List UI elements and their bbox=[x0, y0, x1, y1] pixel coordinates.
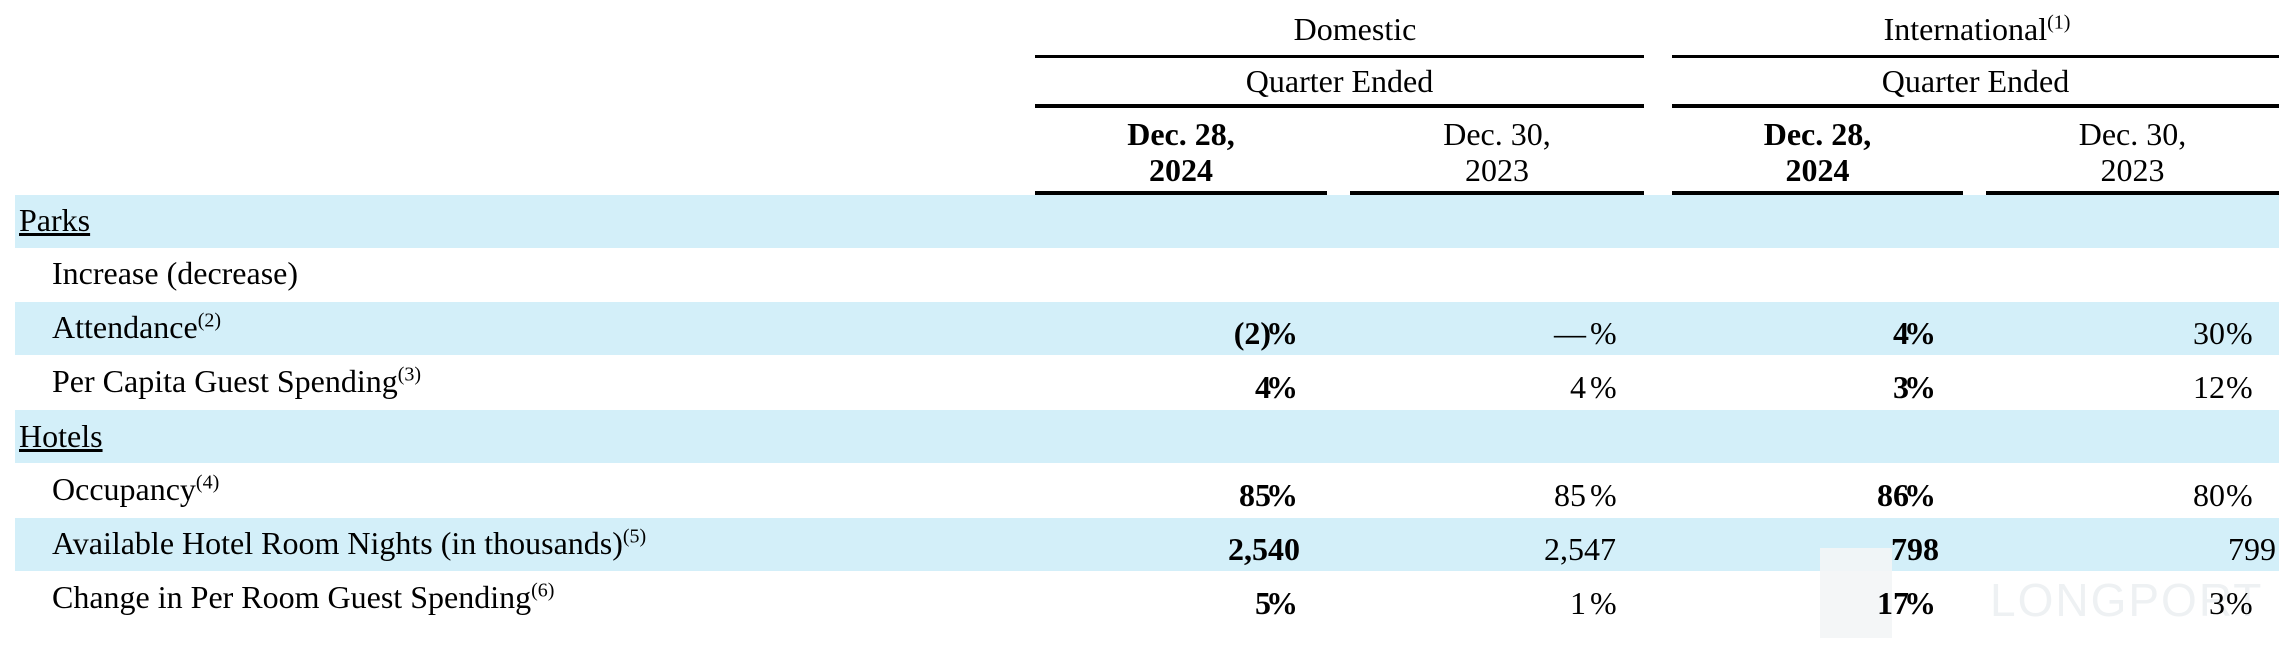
per-capita-intl-2023-pct: % bbox=[2226, 369, 2253, 405]
col2-header-line2: 2023 bbox=[1465, 152, 1529, 188]
per-room-label: Change in Per Room Guest Spending(6) bbox=[52, 577, 554, 617]
col2-rule bbox=[1350, 191, 1644, 196]
occupancy-dom-2023-pct: % bbox=[1590, 477, 1617, 513]
attendance-intl-2024: 4 bbox=[1893, 315, 1909, 351]
attendance-label: Attendance(2) bbox=[52, 307, 221, 347]
per-room-dom-2023: 1 bbox=[1570, 585, 1586, 621]
room-nights-intl-2023: 799 bbox=[2228, 531, 2276, 567]
col1-rule bbox=[1035, 191, 1327, 196]
attendance-dom-2024-pct: % bbox=[1266, 315, 1298, 351]
col3-header-line1: Dec. 28, bbox=[1763, 116, 1872, 152]
per-room-intl-2023-pct: % bbox=[2226, 585, 2253, 621]
domestic-quarter-ended: Quarter Ended bbox=[1245, 63, 1434, 99]
per-capita-label: Per Capita Guest Spending(3) bbox=[52, 361, 421, 401]
watermark-logo bbox=[1820, 548, 1892, 638]
attendance-intl-2023: 30 bbox=[2193, 315, 2225, 351]
international-rule-top bbox=[1672, 55, 2279, 58]
room-nights-band bbox=[15, 518, 2279, 571]
per-capita-text: Per Capita Guest Spending bbox=[52, 363, 398, 399]
col4-header: Dec. 30, 2023 bbox=[1986, 116, 2279, 188]
occupancy-dom-2023: 85 bbox=[1554, 477, 1586, 513]
occupancy-dom-2024: 85 bbox=[1239, 477, 1271, 513]
per-room-footnote: (6) bbox=[531, 579, 555, 602]
col4-rule bbox=[1986, 191, 2279, 196]
per-room-intl-2023: 3 bbox=[2209, 585, 2225, 621]
per-capita-intl-2024: 3 bbox=[1893, 369, 1909, 405]
per-capita-dom-2023: 4 bbox=[1570, 369, 1586, 405]
per-room-dom-2024: 5 bbox=[1255, 585, 1271, 621]
occupancy-intl-2024: 86 bbox=[1877, 477, 1909, 513]
international-rule-mid bbox=[1672, 104, 2279, 108]
international-label: International bbox=[1883, 11, 2048, 47]
parks-section-title: Parks bbox=[19, 202, 91, 238]
attendance-intl-2024-pct: % bbox=[1904, 315, 1936, 351]
per-room-dom-2024-pct: % bbox=[1266, 585, 1298, 621]
room-nights-intl-2024: 798 bbox=[1891, 531, 1939, 567]
col4-header-line2: 2023 bbox=[2100, 152, 2165, 188]
occupancy-label: Occupancy(4) bbox=[52, 469, 219, 509]
occupancy-text: Occupancy bbox=[52, 471, 196, 507]
attendance-band bbox=[15, 302, 2279, 355]
occupancy-dom-2024-pct: % bbox=[1266, 477, 1298, 513]
col3-rule bbox=[1672, 191, 1963, 196]
parks-band bbox=[15, 195, 2279, 248]
col3-header: Dec. 28, 2024 bbox=[1672, 116, 1963, 188]
domestic-header: Domestic bbox=[1293, 11, 1417, 47]
col1-header: Dec. 28, 2024 bbox=[1035, 116, 1327, 188]
per-capita-dom-2024-pct: % bbox=[1266, 369, 1298, 405]
col4-header-line1: Dec. 30, bbox=[2078, 116, 2187, 152]
per-room-text: Change in Per Room Guest Spending bbox=[52, 579, 532, 615]
room-nights-text: Available Hotel Room Nights (in thousand… bbox=[52, 525, 623, 561]
per-capita-footnote: (3) bbox=[397, 363, 422, 386]
per-room-dom-2023-pct: % bbox=[1590, 585, 1617, 621]
attendance-footnote: (2) bbox=[197, 309, 222, 332]
room-nights-dom-2023: 2,547 bbox=[1544, 531, 1616, 567]
room-nights-label: Available Hotel Room Nights (in thousand… bbox=[52, 523, 646, 563]
per-capita-dom-2024: 4 bbox=[1255, 369, 1271, 405]
occupancy-intl-2023: 80 bbox=[2193, 477, 2225, 513]
room-nights-dom-2024: 2,540 bbox=[1228, 531, 1300, 567]
col2-header-line1: Dec. 30, bbox=[1443, 116, 1551, 152]
attendance-dom-2023: — bbox=[1554, 315, 1586, 351]
attendance-dom-2024: (2) bbox=[1233, 315, 1271, 351]
room-nights-footnote: (5) bbox=[622, 525, 647, 548]
domestic-rule-top bbox=[1035, 55, 1644, 58]
attendance-text: Attendance bbox=[52, 309, 198, 345]
domestic-rule-mid bbox=[1035, 104, 1644, 108]
watermark-text: LONGPORT bbox=[1990, 574, 2264, 626]
per-capita-intl-2023: 12 bbox=[2193, 369, 2225, 405]
occupancy-intl-2023-pct: % bbox=[2226, 477, 2253, 513]
col3-header-line2: 2024 bbox=[1785, 152, 1850, 188]
international-footnote: (1) bbox=[2047, 11, 2071, 34]
attendance-intl-2023-pct: % bbox=[2226, 315, 2253, 351]
col1-header-line2: 2024 bbox=[1149, 152, 1213, 188]
col1-header-line1: Dec. 28, bbox=[1127, 116, 1235, 152]
attendance-dom-2023-pct: % bbox=[1590, 315, 1617, 351]
hotels-section-title: Hotels bbox=[19, 418, 103, 454]
international-quarter-ended: Quarter Ended bbox=[1881, 63, 2070, 99]
per-capita-dom-2023-pct: % bbox=[1590, 369, 1617, 405]
hotels-band bbox=[15, 410, 2279, 463]
col2-header: Dec. 30, 2023 bbox=[1350, 116, 1644, 188]
per-room-intl-2024: 17 bbox=[1877, 585, 1909, 621]
international-header: International(1) bbox=[1672, 10, 2282, 48]
occupancy-footnote: (4) bbox=[195, 471, 220, 494]
per-capita-intl-2024-pct: % bbox=[1904, 369, 1936, 405]
increase-decrease-label: Increase (decrease) bbox=[52, 255, 299, 291]
per-room-intl-2024-pct: % bbox=[1904, 585, 1936, 621]
occupancy-intl-2024-pct: % bbox=[1904, 477, 1936, 513]
